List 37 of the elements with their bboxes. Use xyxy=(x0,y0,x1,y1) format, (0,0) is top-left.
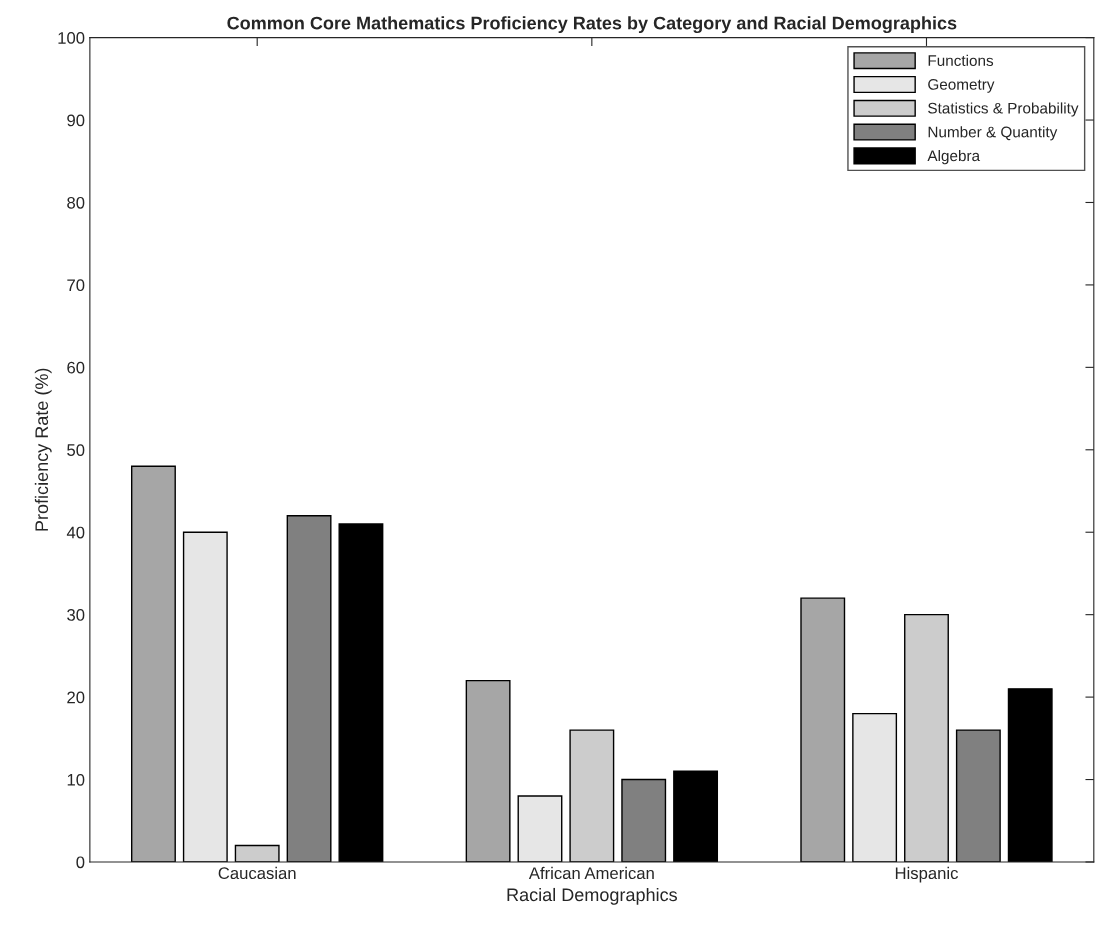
bar xyxy=(338,523,384,862)
y-tick-label: 10 xyxy=(67,773,85,786)
bar xyxy=(234,844,280,862)
y-axis-title: Proficiency Rate (%) xyxy=(34,368,52,531)
y-tick-label: 90 xyxy=(67,114,85,127)
y-tick-label: 60 xyxy=(67,361,85,374)
bar xyxy=(852,712,898,862)
chart-title: Common Core Mathematics Proficiency Rates by Category and Racial Demographics xyxy=(227,16,957,34)
y-tick-label: 20 xyxy=(67,691,85,704)
bar xyxy=(131,465,176,862)
legend-label: Algebra xyxy=(927,149,981,165)
y-tick-label: 30 xyxy=(67,609,85,621)
x-tick-label: Caucasian xyxy=(218,866,296,880)
x-tick-label: Hispanic xyxy=(895,866,958,883)
x-axis-title: Racial Demographics xyxy=(507,887,677,905)
legend-label: Number & Quantity xyxy=(928,126,1058,141)
bar xyxy=(621,778,667,862)
bar xyxy=(904,613,949,862)
legend-label: Statistics & Probability xyxy=(928,102,1079,117)
bar xyxy=(182,531,228,862)
bar xyxy=(465,679,511,862)
bar xyxy=(286,515,332,862)
bar xyxy=(800,597,846,862)
bar xyxy=(955,729,1001,862)
legend-label: Geometry xyxy=(928,78,995,93)
bar xyxy=(569,729,615,862)
bar xyxy=(673,770,719,862)
y-tick-label: 80 xyxy=(67,196,85,209)
y-tick-label: 70 xyxy=(67,279,85,292)
bar xyxy=(1007,688,1053,862)
legend-label: Functions xyxy=(928,54,994,67)
x-tick-label: African American xyxy=(528,866,654,880)
y-tick-label: 0 xyxy=(76,856,85,869)
y-tick-label: 100 xyxy=(58,32,85,44)
bar xyxy=(517,795,563,862)
y-tick-label: 40 xyxy=(66,526,85,539)
y-tick-label: 50 xyxy=(67,444,85,456)
